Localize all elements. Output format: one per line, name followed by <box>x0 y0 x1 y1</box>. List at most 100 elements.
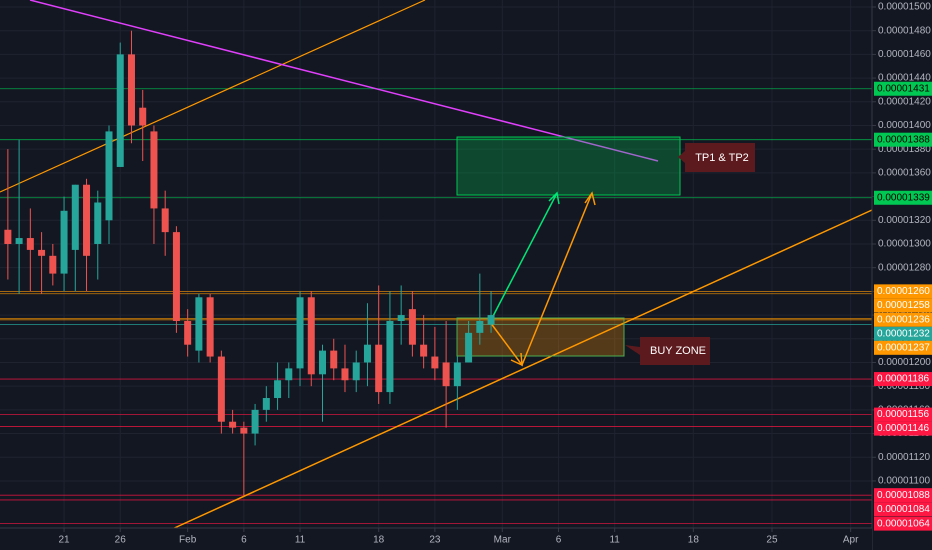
candle-body <box>341 368 349 381</box>
y-tick-label: 0.00001400 <box>878 120 931 131</box>
callout <box>678 143 755 172</box>
drawings: TP1 & TP2 BUY ZONE <box>0 0 873 531</box>
candle-body <box>319 350 327 375</box>
price-badge-label: 0.00001258 <box>877 300 930 311</box>
x-tick-label: 23 <box>429 535 441 546</box>
price-badge <box>874 488 932 503</box>
candle-body <box>4 229 12 244</box>
callout-text: TP1 & TP2 <box>695 152 749 164</box>
candle-body <box>60 210 68 274</box>
candle-body <box>465 332 473 363</box>
candle-body <box>251 409 259 434</box>
candle-body <box>453 362 461 387</box>
price-badge <box>874 298 932 313</box>
x-tick-label: 26 <box>115 535 127 546</box>
candle-body <box>487 315 495 325</box>
x-tick-label: Mar <box>494 535 512 546</box>
trend-line <box>29 0 659 162</box>
grid <box>0 0 872 528</box>
candle-body <box>330 350 338 369</box>
candle-body <box>442 362 450 387</box>
price-badge <box>874 326 932 341</box>
candle-body <box>94 202 102 244</box>
candle-body <box>15 238 23 244</box>
price-badge-label: 0.00001146 <box>877 423 930 434</box>
y-tick-label: 0.00001480 <box>878 25 931 36</box>
y-tick-label: 0.00001300 <box>878 239 931 250</box>
candle-body <box>49 255 57 274</box>
candle-body <box>240 427 248 434</box>
candle-body <box>476 320 484 333</box>
candle-body <box>386 320 394 393</box>
candle-body <box>206 297 214 357</box>
time-axis <box>0 528 872 550</box>
x-tick-label: 6 <box>241 535 247 546</box>
candle-body <box>420 344 428 357</box>
price-badge-label: 0.00001084 <box>877 504 930 515</box>
price-badge-label: 0.00001236 <box>877 314 930 325</box>
candle-body <box>397 315 405 321</box>
price-badge-label: 0.00001088 <box>877 490 930 501</box>
candle-body <box>83 184 91 256</box>
candle-body <box>127 54 135 126</box>
candle-body <box>71 184 79 250</box>
arrow-head <box>548 191 560 205</box>
price-badge <box>874 516 932 531</box>
price-badge-label: 0.00001156 <box>877 409 930 420</box>
price-badge <box>874 421 932 436</box>
y-tick-label: 0.00001280 <box>878 262 931 273</box>
candle-body <box>26 238 34 250</box>
price-badge-label: 0.00001232 <box>877 328 930 339</box>
price-badge <box>874 190 932 205</box>
candle-body <box>184 320 192 345</box>
candle-body <box>229 421 237 428</box>
x-tick-label: 11 <box>295 535 306 546</box>
candle-body <box>431 356 439 369</box>
candle-body <box>105 131 113 221</box>
candle-body <box>217 356 225 422</box>
trend-line <box>0 0 426 193</box>
x-tick-label: 11 <box>609 535 620 546</box>
x-tick-label: 6 <box>556 535 562 546</box>
price-badge-label: 0.00001260 <box>877 286 930 297</box>
candle-body <box>195 297 203 351</box>
y-tick-label: 0.00001320 <box>878 215 931 226</box>
x-tick-label: Apr <box>843 535 859 546</box>
arrow-head <box>510 352 523 367</box>
buy-zone <box>456 317 625 357</box>
candle-body <box>172 232 180 321</box>
y-tick-label: 0.00001380 <box>878 144 931 155</box>
arrow <box>489 192 558 323</box>
candles <box>4 30 495 496</box>
price-badge-label: 0.00001431 <box>877 83 930 94</box>
price-badge <box>874 407 932 422</box>
candle-body <box>296 297 304 369</box>
candle-body <box>139 107 147 126</box>
price-badge-label: 0.00001388 <box>877 134 930 145</box>
price-badge <box>874 502 932 517</box>
candle-body <box>116 54 124 167</box>
price-badge <box>874 132 932 147</box>
axes: 0.000011000.000011200.000011400.00001160… <box>58 2 932 546</box>
price-badge <box>874 340 932 355</box>
y-tick-label: 0.00001460 <box>878 49 931 60</box>
callout-text: BUY ZONE <box>650 345 706 357</box>
candle-body <box>408 309 416 345</box>
price-badge <box>874 81 932 96</box>
arrow-head <box>584 191 596 206</box>
candle-body <box>363 344 371 363</box>
candle-body <box>352 362 360 381</box>
callout <box>625 337 710 365</box>
y-tick-label: 0.00001200 <box>878 357 931 368</box>
x-tick-label: Feb <box>179 535 197 546</box>
x-tick-label: 25 <box>766 535 778 546</box>
y-tick-label: 0.00001440 <box>878 73 931 84</box>
levels <box>0 88 872 525</box>
candle-body <box>150 131 158 209</box>
y-tick-label: 0.00001120 <box>878 452 931 463</box>
trend-line <box>169 209 873 531</box>
target-zone <box>456 136 681 196</box>
candle-body <box>285 368 293 381</box>
